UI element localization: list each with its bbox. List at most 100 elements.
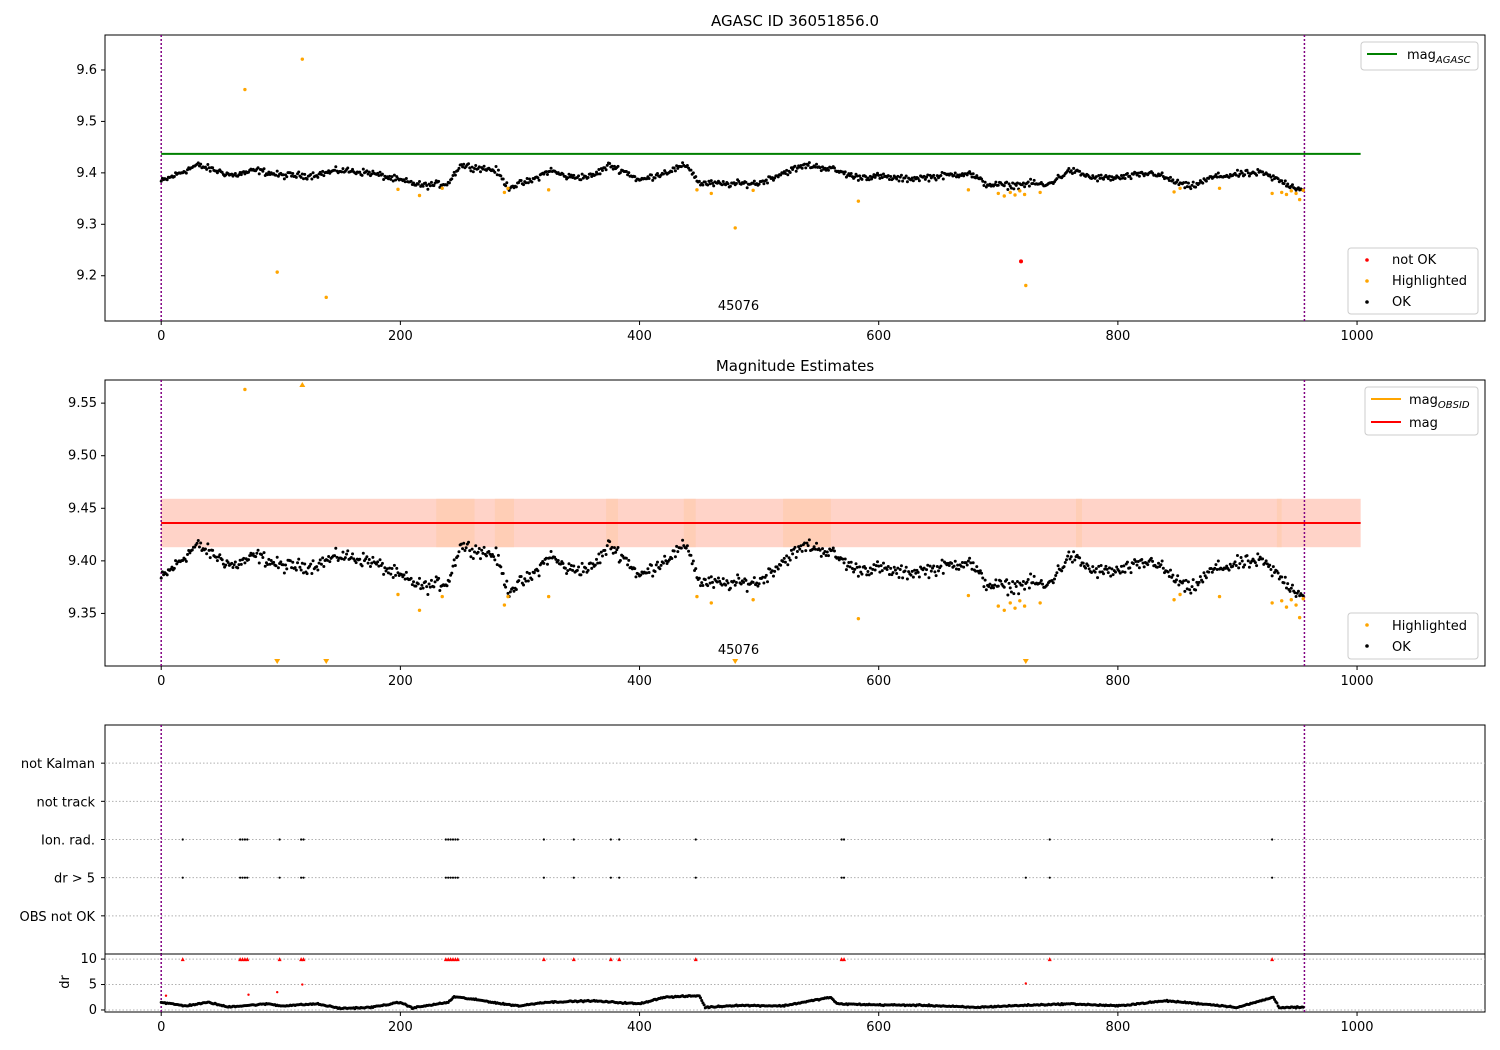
ok-point (1012, 592, 1016, 596)
ok-point (316, 568, 320, 572)
ion-rad-point (444, 838, 447, 841)
ok-point (294, 175, 298, 179)
ok-point (751, 181, 755, 185)
ok-point (206, 163, 210, 167)
ok-point (349, 555, 353, 559)
ok-point (977, 571, 981, 575)
ok-point (646, 567, 650, 571)
ok-point (983, 180, 987, 184)
ok-point (371, 555, 375, 559)
ok-point (285, 567, 289, 571)
dr-gt-5-point (300, 876, 303, 879)
ok-point (1227, 175, 1231, 179)
ok-point (803, 162, 807, 166)
ok-point (720, 583, 724, 587)
ok-point (377, 564, 381, 568)
ok-point (923, 177, 927, 181)
ok-point (728, 184, 732, 188)
ok-point (1237, 566, 1241, 570)
off-scale-down-marker (274, 659, 281, 664)
ok-point (1255, 173, 1259, 177)
ion-rad-point (609, 838, 612, 841)
ok-point (732, 579, 736, 583)
ok-point (1086, 564, 1090, 568)
ok-point (887, 178, 891, 182)
ok-point (160, 570, 164, 574)
ok-point (960, 561, 964, 565)
ok-point (467, 162, 471, 166)
ok-point (887, 572, 891, 576)
ok-point (910, 176, 914, 180)
ok-point (1269, 567, 1273, 571)
ok-point (159, 179, 163, 183)
ok-point (1121, 570, 1125, 574)
ok-point (193, 545, 197, 549)
ok-point (1234, 173, 1238, 177)
ok-point (889, 566, 893, 570)
ok-point (172, 566, 176, 570)
ion-rad-point (278, 838, 281, 841)
ok-point (566, 176, 570, 180)
ok-point (453, 563, 457, 567)
ok-point (761, 575, 765, 579)
ok-point (812, 545, 816, 549)
ok-point (962, 174, 966, 178)
ok-point (382, 177, 386, 181)
ok-point (519, 179, 523, 183)
ok-point (237, 563, 241, 567)
highlighted-point (1038, 190, 1042, 195)
ok-point (1137, 174, 1141, 178)
ok-point (982, 585, 986, 589)
dr-gt-5-point (842, 876, 846, 879)
ok-point (1171, 178, 1175, 182)
ok-point (1155, 565, 1159, 569)
ok-point (1141, 561, 1145, 565)
ok-point (685, 163, 689, 167)
ok-point (968, 170, 972, 174)
ok-point (566, 569, 570, 573)
highlighted-point (709, 191, 713, 196)
ok-point (1084, 566, 1088, 570)
highlighted-point (1280, 599, 1284, 603)
ok-point (1106, 571, 1110, 575)
ok-point (914, 571, 918, 575)
ok-point (990, 584, 994, 588)
ok-point (242, 556, 246, 560)
ok-point (272, 560, 276, 564)
ok-point (456, 554, 460, 558)
ok-point (824, 554, 828, 558)
ok-point (974, 176, 978, 180)
ok-point (172, 175, 176, 179)
ok-point (846, 564, 850, 568)
ok-point (1201, 181, 1205, 185)
ok-point (934, 574, 938, 578)
ok-point (818, 166, 822, 170)
chart-title-magnitude-estimates: Magnitude Estimates (716, 357, 874, 375)
ok-point (755, 581, 759, 585)
ok-point (599, 550, 603, 554)
ok-point (831, 546, 835, 550)
ok-point (288, 559, 292, 563)
highlighted-point (440, 594, 444, 599)
ok-point (819, 554, 823, 558)
highlighted-point (396, 187, 400, 192)
ok-point (800, 166, 804, 170)
ok-point (282, 177, 286, 181)
ok-point (462, 162, 466, 166)
ok-point (886, 564, 890, 568)
ok-point (260, 553, 264, 557)
ok-point (852, 570, 856, 574)
ok-point (542, 561, 546, 565)
ok-point (434, 575, 438, 579)
ok-point (898, 567, 902, 571)
ok-point (421, 586, 425, 590)
ok-point (600, 554, 604, 558)
ok-point (1121, 176, 1125, 180)
highlighted-point (396, 592, 400, 597)
ok-point (781, 560, 785, 564)
ok-point (262, 167, 266, 171)
ok-point (494, 165, 498, 169)
ok-point (1063, 560, 1067, 564)
ok-point (899, 173, 903, 177)
ok-point (1160, 559, 1164, 563)
